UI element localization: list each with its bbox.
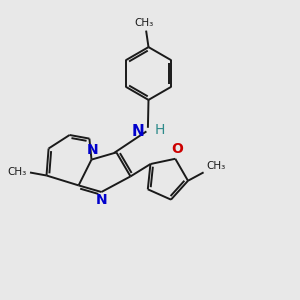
Text: CH₃: CH₃ xyxy=(134,18,153,28)
Text: O: O xyxy=(171,142,183,156)
Text: CH₃: CH₃ xyxy=(206,161,225,171)
Text: CH₃: CH₃ xyxy=(7,167,26,177)
Text: H: H xyxy=(155,123,165,137)
Text: N: N xyxy=(131,124,144,139)
Text: N: N xyxy=(96,194,107,208)
Text: N: N xyxy=(86,143,98,157)
